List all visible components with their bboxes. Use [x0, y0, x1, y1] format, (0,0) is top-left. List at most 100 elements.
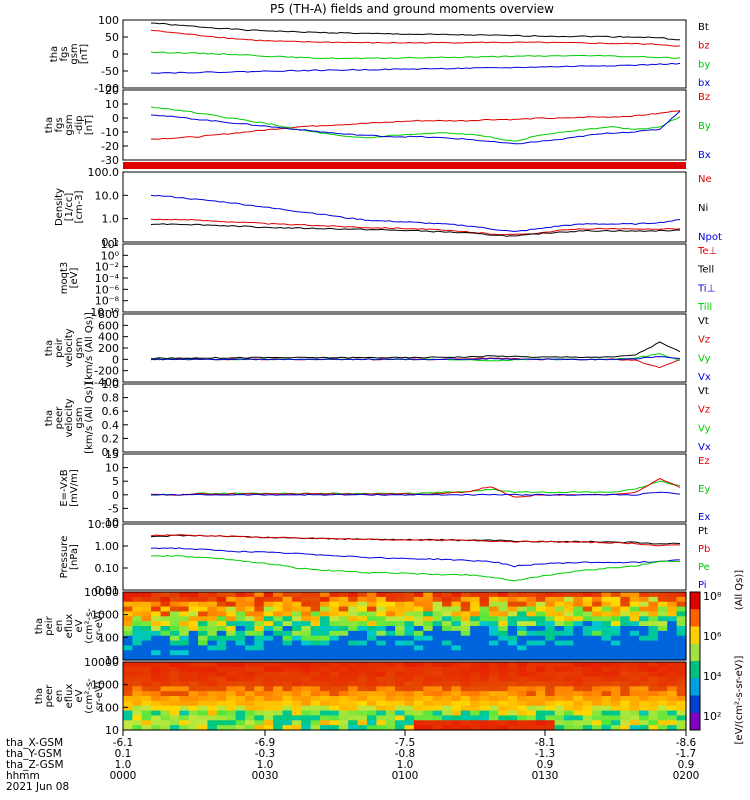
heatmap-cell: [545, 611, 556, 617]
heatmap-cell: [366, 640, 377, 647]
heatmap-cell: [479, 596, 490, 603]
heatmap-cell: [357, 640, 368, 647]
heatmap-cell: [226, 696, 237, 702]
heatmap-cell: [488, 662, 499, 668]
heatmap-cell: [488, 655, 499, 661]
heatmap-cell: [132, 710, 143, 717]
heatmap-cell: [648, 640, 659, 647]
heatmap-cell: [639, 676, 650, 683]
heatmap-cell: [404, 640, 415, 647]
heatmap-cell: [535, 681, 546, 687]
y-axis-label: E=-VxB: [59, 469, 70, 506]
heatmap-cell: [385, 621, 396, 627]
heatmap-cell: [648, 691, 659, 697]
heatmap-cell: [601, 671, 612, 678]
heatmap-cell: [395, 635, 406, 642]
heatmap-cell: [207, 671, 218, 678]
legend-item: Vx: [698, 372, 711, 383]
heatmap-cell: [151, 666, 162, 673]
heatmap-cell: [657, 696, 668, 702]
heatmap-cell: [123, 655, 133, 661]
heatmap-cell: [151, 720, 162, 726]
heatmap-cell: [620, 640, 631, 647]
heatmap-cell: [460, 725, 471, 731]
heatmap-cell: [610, 681, 621, 687]
heatmap-cell: [385, 681, 396, 687]
heatmap-cell: [160, 601, 171, 608]
heatmap-cell: [423, 662, 434, 668]
heatmap-cell: [451, 666, 462, 673]
heatmap-cell: [517, 640, 528, 647]
colorbar-segment: [690, 695, 700, 714]
heatmap-cell: [404, 630, 415, 637]
heatmap-cell: [282, 626, 293, 632]
heatmap-cell: [470, 650, 481, 656]
heatmap-cell: [338, 720, 349, 726]
heatmap-cell: [535, 666, 546, 673]
heatmap-cell: [338, 655, 349, 661]
y-tick-label: 0.0: [102, 446, 120, 459]
y-tick-label: 10: [105, 98, 119, 111]
heatmap-cell: [151, 616, 162, 622]
heatmap-cell: [442, 601, 453, 608]
heatmap-cell: [470, 686, 481, 692]
heatmap-cell: [244, 666, 255, 673]
heatmap-cell: [188, 626, 199, 632]
heatmap-cell: [460, 705, 471, 712]
heatmap-cell: [404, 696, 415, 702]
heatmap-cell: [535, 606, 546, 613]
heatmap-cell: [601, 601, 612, 608]
heatmap-cell: [301, 681, 312, 687]
heatmap-cell: [535, 611, 546, 617]
x-axis-value: 0130: [532, 770, 559, 782]
heatmap-cell: [273, 696, 284, 702]
heatmap-cell: [639, 705, 650, 712]
heatmap-cell: [216, 616, 227, 622]
heatmap-cell: [301, 635, 312, 642]
heatmap-cell: [667, 621, 678, 627]
heatmap-cell: [648, 720, 659, 726]
heatmap-cell: [470, 616, 481, 622]
heatmap-cell: [188, 621, 199, 627]
heatmap-cell: [207, 725, 218, 731]
heatmap-cell: [179, 606, 190, 613]
heatmap-cell: [423, 596, 434, 603]
heatmap-cell: [648, 655, 659, 661]
heatmap-cell: [517, 696, 528, 702]
heatmap-cell: [526, 705, 537, 712]
heatmap-cell: [488, 601, 499, 608]
heatmap-cell: [535, 686, 546, 692]
heatmap-cell: [564, 705, 574, 712]
heatmap-cell: [310, 691, 321, 697]
heatmap-cell: [404, 592, 415, 598]
heatmap-cell: [226, 655, 237, 661]
heatmap-cell: [385, 676, 396, 683]
heatmap-cell: [226, 606, 237, 613]
heatmap-cell: [338, 626, 349, 632]
heatmap-cell: [676, 621, 687, 627]
y-tick-label: 10²: [101, 238, 119, 251]
heatmap-cell: [263, 666, 274, 673]
heatmap-cell: [235, 715, 246, 721]
heatmap-cell: [254, 720, 265, 726]
heatmap-cell: [282, 621, 293, 627]
heatmap-cell: [216, 635, 227, 642]
heatmap-cell: [592, 686, 603, 692]
heatmap-cell: [320, 650, 331, 656]
heatmap-cell: [385, 686, 396, 692]
heatmap-cell: [188, 715, 199, 721]
heatmap-cell: [648, 601, 659, 608]
heatmap-cell: [554, 700, 565, 707]
heatmap-cell: [301, 606, 312, 613]
heatmap-cell: [301, 645, 312, 651]
heatmap-cell: [610, 691, 621, 697]
heatmap-cell: [273, 676, 284, 683]
heatmap-cell: [517, 681, 528, 687]
heatmap-cell: [573, 592, 584, 598]
heatmap-cell: [676, 696, 687, 702]
colorbar-segment: [690, 626, 700, 645]
heatmap-cell: [639, 720, 650, 726]
heatmap-cell: [301, 626, 312, 632]
x-axis-value: -8.6: [676, 737, 697, 749]
heatmap-cell: [160, 650, 171, 656]
